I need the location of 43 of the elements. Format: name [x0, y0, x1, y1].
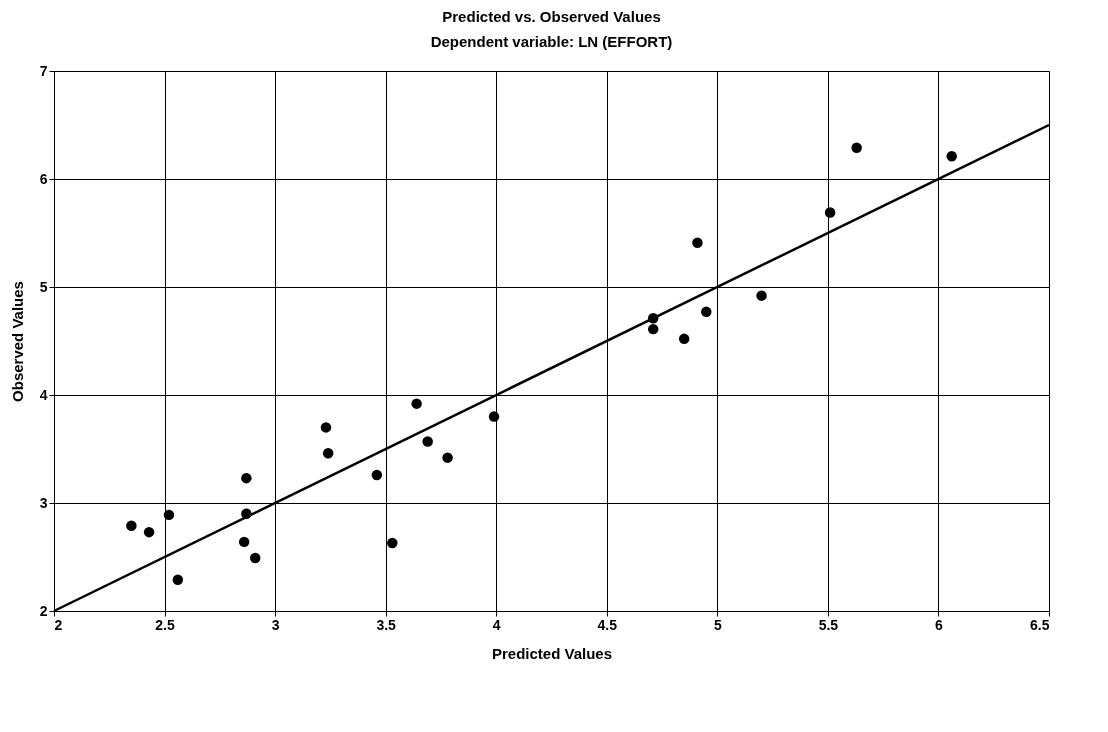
- point: [411, 398, 422, 409]
- chart-subtitle: Dependent variable: LN (EFFORT): [430, 33, 673, 50]
- point: [143, 526, 155, 538]
- y-tick-label: 2: [39, 602, 48, 619]
- x-tick-label: 3: [271, 616, 280, 633]
- y-axis-title: Observed Values: [8, 281, 26, 402]
- y-tick-label: 6: [39, 170, 48, 187]
- x-tick-label: 2.5: [155, 616, 175, 633]
- point: [442, 452, 453, 463]
- point: [249, 552, 261, 564]
- point: [322, 448, 334, 459]
- x-axis-title: Predicted Values: [491, 644, 613, 662]
- point: [126, 520, 137, 531]
- x-tick-label: 6.5: [1030, 616, 1050, 633]
- point: [701, 306, 712, 318]
- x-tick-label: 6: [935, 616, 944, 633]
- point: [387, 537, 398, 549]
- point: [678, 333, 690, 345]
- point: [756, 290, 767, 301]
- point: [946, 151, 957, 162]
- point: [238, 536, 250, 548]
- point: [172, 574, 184, 585]
- y-tick-label: 4: [39, 386, 48, 403]
- x-tick-label: 4: [492, 616, 501, 633]
- y-tick-label: 3: [39, 494, 48, 511]
- x-tick-label: 5: [713, 616, 722, 633]
- y-tick-label: 7: [39, 62, 48, 79]
- point: [824, 207, 836, 218]
- point: [320, 422, 332, 433]
- x-tick-label: 4.5: [597, 616, 618, 633]
- x-tick-label: 3.5: [376, 616, 397, 633]
- point: [241, 472, 252, 484]
- y-tick-label: 5: [39, 278, 48, 295]
- chart-title: Predicted vs. Observed Values: [442, 8, 661, 25]
- point: [371, 469, 383, 481]
- point: [488, 411, 500, 422]
- x-tick-label: 2: [54, 616, 63, 633]
- point: [163, 509, 175, 521]
- point: [422, 436, 433, 447]
- point: [647, 323, 659, 335]
- x-tick-label: 5.5: [818, 616, 839, 633]
- point: [851, 142, 862, 153]
- point: [692, 237, 703, 248]
